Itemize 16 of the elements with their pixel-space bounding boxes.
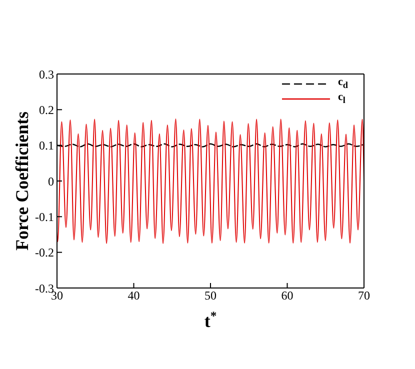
y-axis-title: Force Coefficients	[12, 111, 32, 251]
line-series	[57, 118, 364, 244]
y-tick-label: 0.1	[39, 138, 54, 153]
y-tick-label: -0.2	[35, 246, 54, 260]
legend-label: c$_{l}$	[338, 91, 346, 106]
x-tick-label: 60	[281, 288, 294, 303]
y-tick-label: -0.3	[35, 281, 54, 296]
x-axis-title: t$^{*}$	[204, 309, 217, 331]
y-tick-label: -0.1	[35, 210, 54, 224]
y-tick-label: 0.2	[39, 102, 54, 117]
y-tick-label: 0.3	[39, 67, 54, 82]
x-tick-label: 40	[128, 288, 140, 303]
x-tick-label: 50	[204, 288, 216, 303]
y-tick-label: 0	[48, 174, 54, 188]
x-tick-label: 70	[358, 288, 370, 303]
legend-label: c$_{d}$	[338, 76, 348, 91]
